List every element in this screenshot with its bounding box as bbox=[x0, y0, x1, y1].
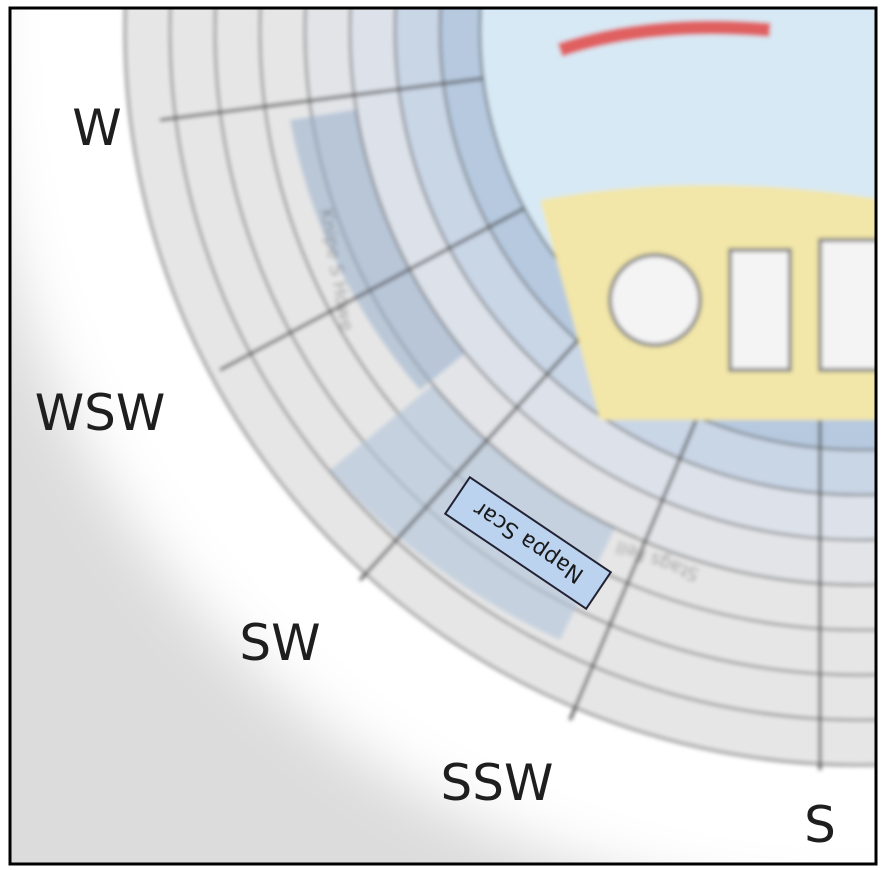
frame bbox=[8, 6, 878, 866]
compass-label: SW bbox=[239, 614, 320, 672]
compass-label: S bbox=[804, 796, 836, 854]
compass-label: SSW bbox=[441, 754, 554, 812]
wheel: Knipe S Howe Stags Fell bbox=[124, 8, 876, 770]
compass-label: W bbox=[72, 99, 121, 157]
compass-label: WSW bbox=[35, 384, 166, 442]
compass-labels: W WSW SW SSW S bbox=[35, 99, 836, 854]
